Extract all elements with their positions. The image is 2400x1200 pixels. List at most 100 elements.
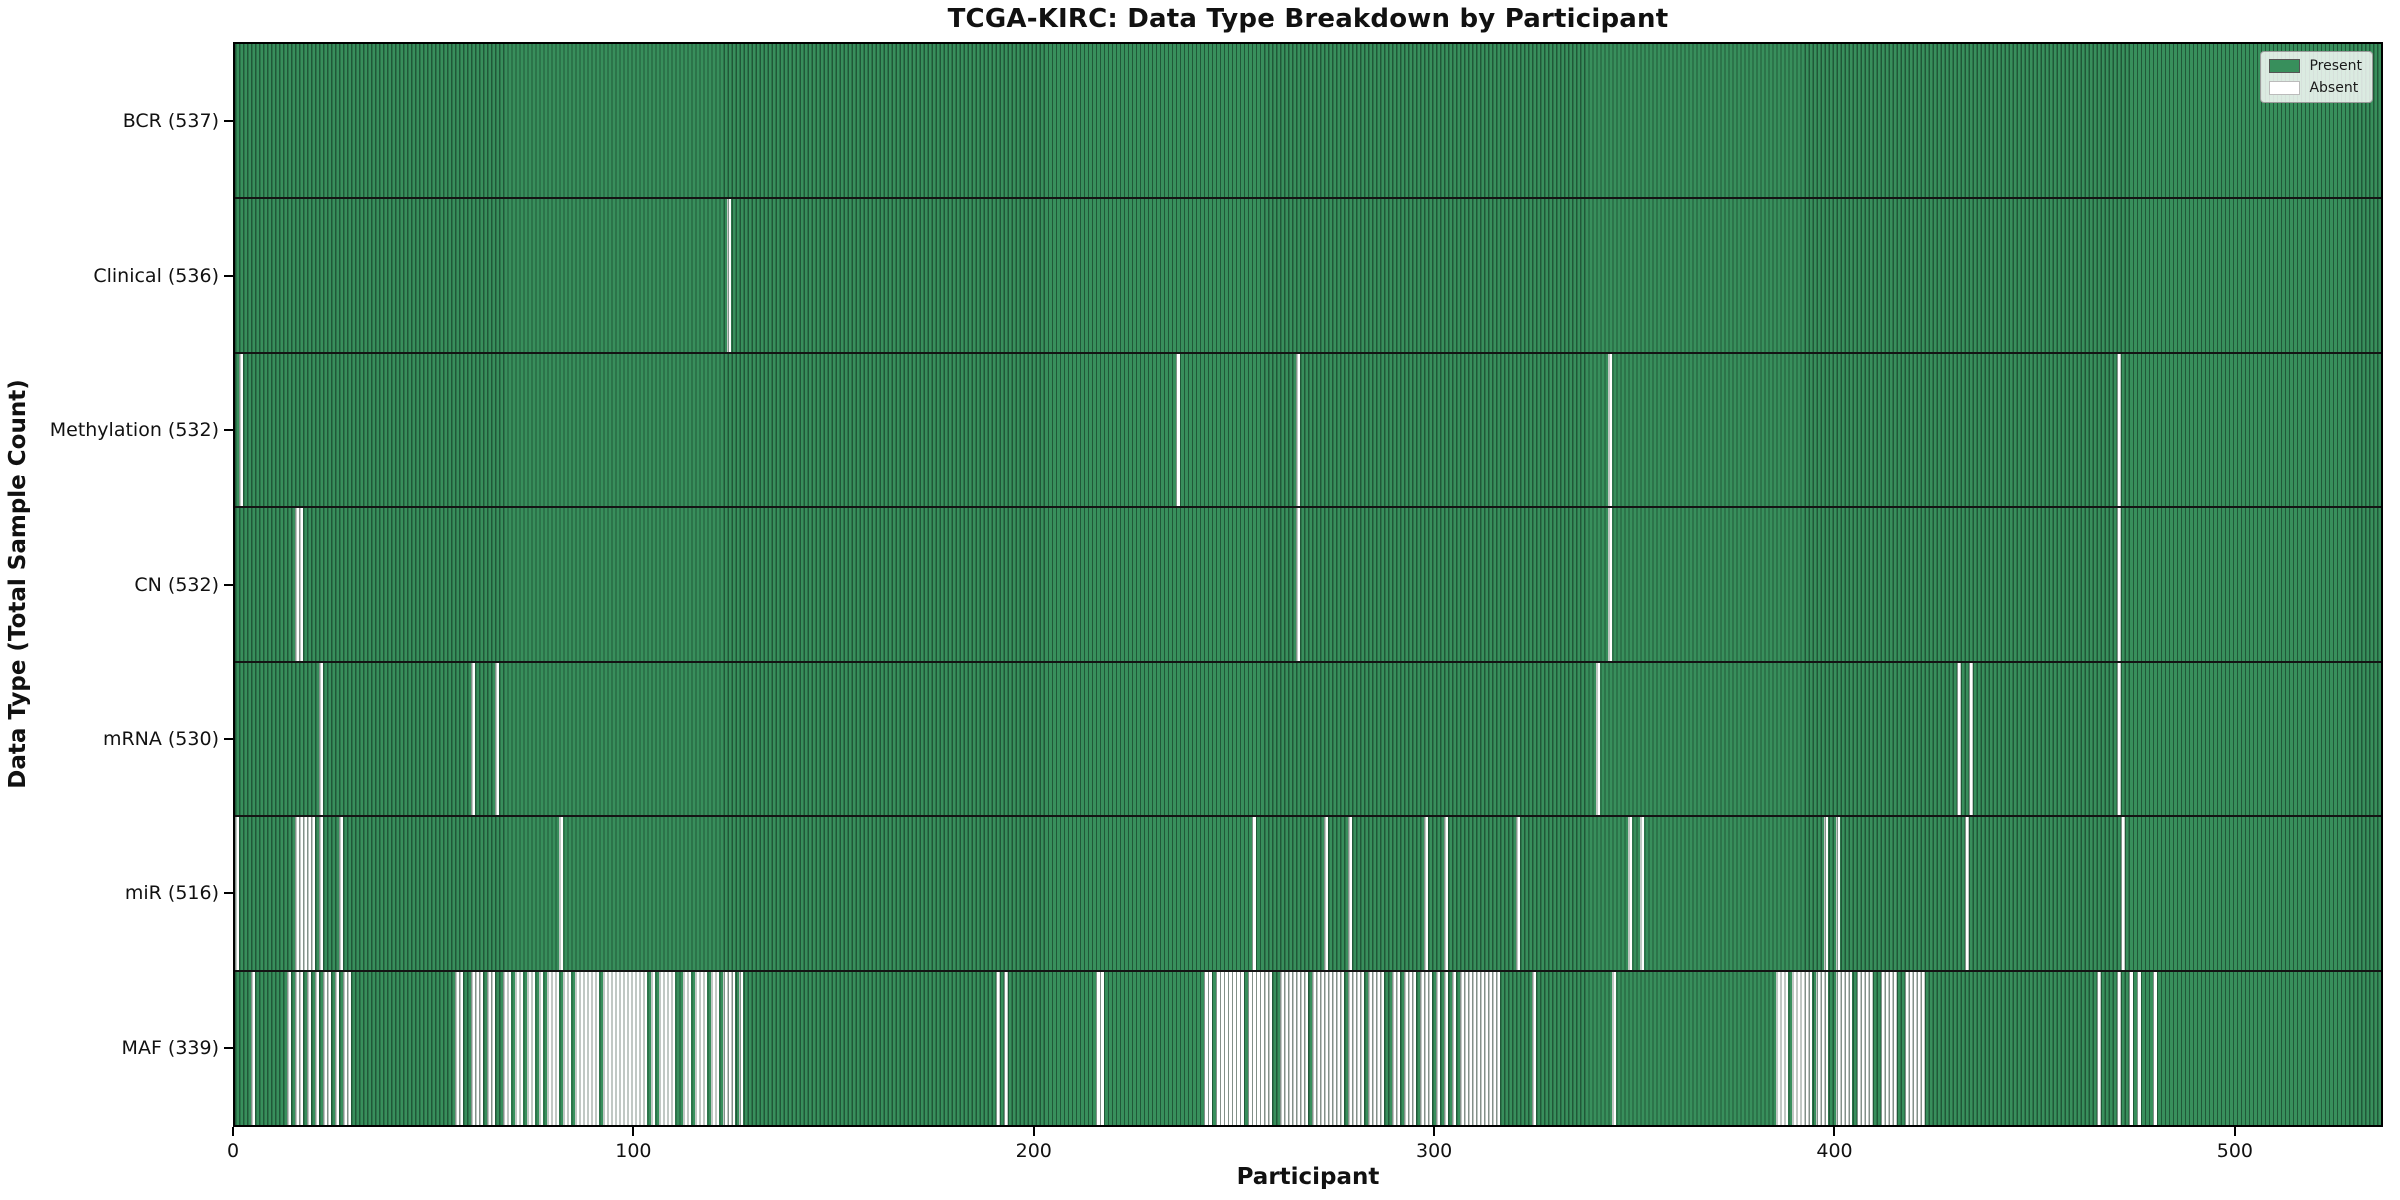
absent-stripe	[527, 970, 536, 1125]
legend-absent-swatch	[2269, 81, 2301, 95]
absent-stripe	[235, 816, 239, 971]
x-tick-label-0: 0	[226, 1140, 240, 1162]
absent-stripe	[1203, 970, 1212, 1125]
heatmap-row-BCR	[235, 44, 2381, 199]
heatmap-row-Methylation	[235, 352, 2381, 508]
absent-stripe	[659, 970, 676, 1125]
absent-stripe	[471, 970, 484, 1125]
absent-stripe	[603, 970, 648, 1125]
heatmap-row-miR	[235, 816, 2381, 971]
x-tick-mark	[632, 1127, 635, 1136]
x-tick-mark	[1833, 1127, 1836, 1136]
absent-stripe	[495, 661, 500, 817]
absent-stripe	[1175, 352, 1180, 508]
absent-stripe	[2128, 970, 2133, 1125]
y-tick-label-mRNA: mRNA (530)	[102, 727, 219, 750]
absent-stripe	[1452, 970, 1457, 1125]
absent-stripe	[1279, 970, 1308, 1125]
absent-stripe	[1608, 352, 1613, 508]
absent-stripe	[1776, 970, 1789, 1125]
absent-stripe	[1444, 970, 1449, 1125]
y-tick-label-MAF: MAF (339)	[121, 1036, 219, 1059]
y-tick-mark	[224, 274, 233, 277]
absent-stripe	[471, 661, 476, 817]
absent-stripe	[1964, 816, 1969, 971]
chart-title: TCGA-KIRC: Data Type Breakdown by Partic…	[947, 4, 1669, 34]
legend-entry-present: Present	[2269, 58, 2362, 74]
absent-stripe	[1095, 970, 1104, 1125]
legend-absent-label: Absent	[2309, 80, 2359, 96]
x-tick-mark	[2233, 1127, 2236, 1136]
x-tick-label-400: 400	[1816, 1140, 1853, 1162]
y-tick-mark	[224, 120, 233, 123]
legend-entry-absent: Absent	[2269, 80, 2362, 96]
absent-stripe	[1904, 970, 1925, 1125]
absent-stripe	[995, 970, 1000, 1125]
absent-stripe	[251, 970, 255, 1125]
absent-stripe	[1424, 816, 1429, 971]
absent-stripe	[2116, 661, 2121, 817]
absent-stripe	[1420, 970, 1433, 1125]
absent-stripe	[1215, 970, 1244, 1125]
legend-box: Present Absent	[2260, 51, 2373, 103]
absent-stripe	[1444, 816, 1449, 971]
x-axis-title: Participant	[1236, 1164, 1380, 1190]
absent-stripe	[2116, 507, 2121, 662]
absent-stripe	[339, 816, 344, 971]
absent-stripe	[487, 970, 496, 1125]
absent-stripe	[2116, 352, 2121, 508]
absent-stripe	[651, 970, 656, 1125]
absent-stripe	[1295, 507, 1300, 662]
absent-stripe	[1003, 970, 1008, 1125]
absent-stripe	[2120, 816, 2125, 971]
absent-stripe	[1516, 816, 1521, 971]
x-tick-label-100: 100	[615, 1140, 652, 1162]
heatmap-row-CN	[235, 507, 2381, 662]
x-tick-label-200: 200	[1015, 1140, 1052, 1162]
x-tick-mark	[1433, 1127, 1436, 1136]
absent-stripe	[695, 970, 708, 1125]
absent-stripe	[739, 970, 744, 1125]
y-tick-mark	[224, 429, 233, 432]
absent-stripe	[711, 970, 720, 1125]
absent-stripe	[1251, 816, 1256, 971]
x-tick-label-300: 300	[1415, 1140, 1453, 1162]
absent-stripe	[1247, 970, 1272, 1125]
absent-stripe	[2096, 970, 2101, 1125]
absent-stripe	[503, 970, 512, 1125]
absent-stripe	[335, 970, 340, 1125]
absent-stripe	[1368, 970, 1385, 1125]
absent-stripe	[2152, 970, 2157, 1125]
absent-stripe	[239, 352, 243, 508]
heatmap-row-mRNA	[235, 661, 2381, 817]
y-tick-label-miR: miR (516)	[124, 882, 219, 905]
absent-stripe	[343, 970, 352, 1125]
absent-stripe	[1348, 816, 1353, 971]
absent-stripe	[683, 970, 692, 1125]
absent-stripe	[1436, 970, 1441, 1125]
heatmap-row-Clinical	[235, 198, 2381, 353]
heatmap-rows	[235, 44, 2381, 1125]
x-tick-label-500: 500	[2216, 1140, 2253, 1162]
absent-stripe	[323, 970, 332, 1125]
absent-stripe	[319, 816, 324, 971]
absent-stripe	[1824, 816, 1829, 971]
absent-stripe	[1392, 970, 1401, 1125]
absent-stripe	[1880, 970, 1897, 1125]
absent-stripe	[723, 970, 736, 1125]
absent-stripe	[315, 970, 320, 1125]
absent-stripe	[575, 970, 600, 1125]
y-tick-label-BCR: BCR (537)	[122, 110, 219, 133]
absent-stripe	[1312, 970, 1345, 1125]
absent-stripe	[1348, 970, 1365, 1125]
absent-stripe	[547, 970, 560, 1125]
absent-stripe	[1608, 507, 1613, 662]
absent-stripe	[1532, 970, 1537, 1125]
absent-stripe	[295, 507, 304, 662]
absent-stripe	[1640, 816, 1645, 971]
y-tick-mark	[224, 737, 233, 740]
absent-stripe	[515, 970, 524, 1125]
absent-stripe	[1612, 970, 1617, 1125]
y-tick-mark	[224, 583, 233, 586]
